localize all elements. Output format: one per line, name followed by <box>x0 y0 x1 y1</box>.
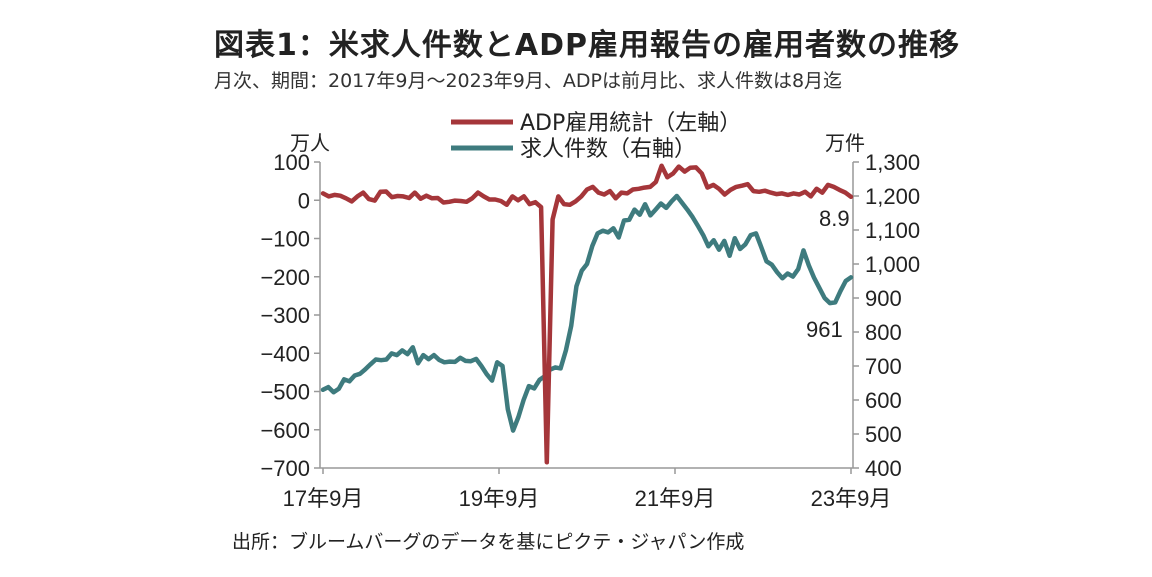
right-tick-label: 800 <box>865 320 902 345</box>
right-tick-label: 900 <box>865 286 902 311</box>
series-line-adp <box>320 163 854 465</box>
legend-label-jolts: 求人件数（右軸） <box>520 137 696 162</box>
right-tick-label: 700 <box>865 354 902 379</box>
right-tick-label: 1,000 <box>865 252 920 277</box>
left-tick-label: −200 <box>260 265 310 290</box>
legend-label-adp: ADP雇用統計（左軸） <box>520 111 741 136</box>
chart-subtitle: 月次、期間：2017年9月～2023年9月、ADPは前月比、求人件数は8月迄 <box>214 70 843 92</box>
right-tick-label: 500 <box>865 422 902 447</box>
left-tick-label: −300 <box>260 303 310 328</box>
legend: ADP雇用統計（左軸） 求人件数（右軸） <box>451 111 741 162</box>
adp-end-label: 8.9 <box>819 206 850 231</box>
left-tick-label: −100 <box>260 227 310 252</box>
x-tick-label: 21年9月 <box>635 486 716 511</box>
left-axis-unit: 万人 <box>290 131 330 155</box>
right-tick-label: 600 <box>865 388 902 413</box>
chart-title: 図表1：米求人件数とADP雇用報告の雇用者数の推移 <box>214 28 960 63</box>
left-tick-label: −600 <box>260 418 310 443</box>
source-note: 出所：ブルームバーグのデータを基にピクテ・ジャパン作成 <box>232 531 745 553</box>
left-tick-label: −700 <box>260 456 310 481</box>
right-tick-label: 1,100 <box>865 218 920 243</box>
right-tick-label: 1,300 <box>865 150 920 175</box>
x-tick-label: 19年9月 <box>459 486 540 511</box>
left-tick-label: −500 <box>260 380 310 405</box>
x-tick-label: 17年9月 <box>283 486 364 511</box>
left-tick-label: 0 <box>298 188 310 213</box>
right-tick-label: 1,200 <box>865 184 920 209</box>
series-layer <box>320 163 854 465</box>
left-tick-label: −400 <box>260 341 310 366</box>
right-axis-unit: 万件 <box>825 131 865 155</box>
left-tick-label: 100 <box>273 150 310 175</box>
jolts-end-label: 961 <box>806 317 843 342</box>
x-tick-label: 23年9月 <box>811 486 892 511</box>
right-tick-label: 400 <box>865 456 902 481</box>
axes-layer: 100 0 −100 −200 −300 −400 −500 −600 −700 1,300 1,2… <box>260 131 920 511</box>
series-line-jolts <box>320 193 854 433</box>
